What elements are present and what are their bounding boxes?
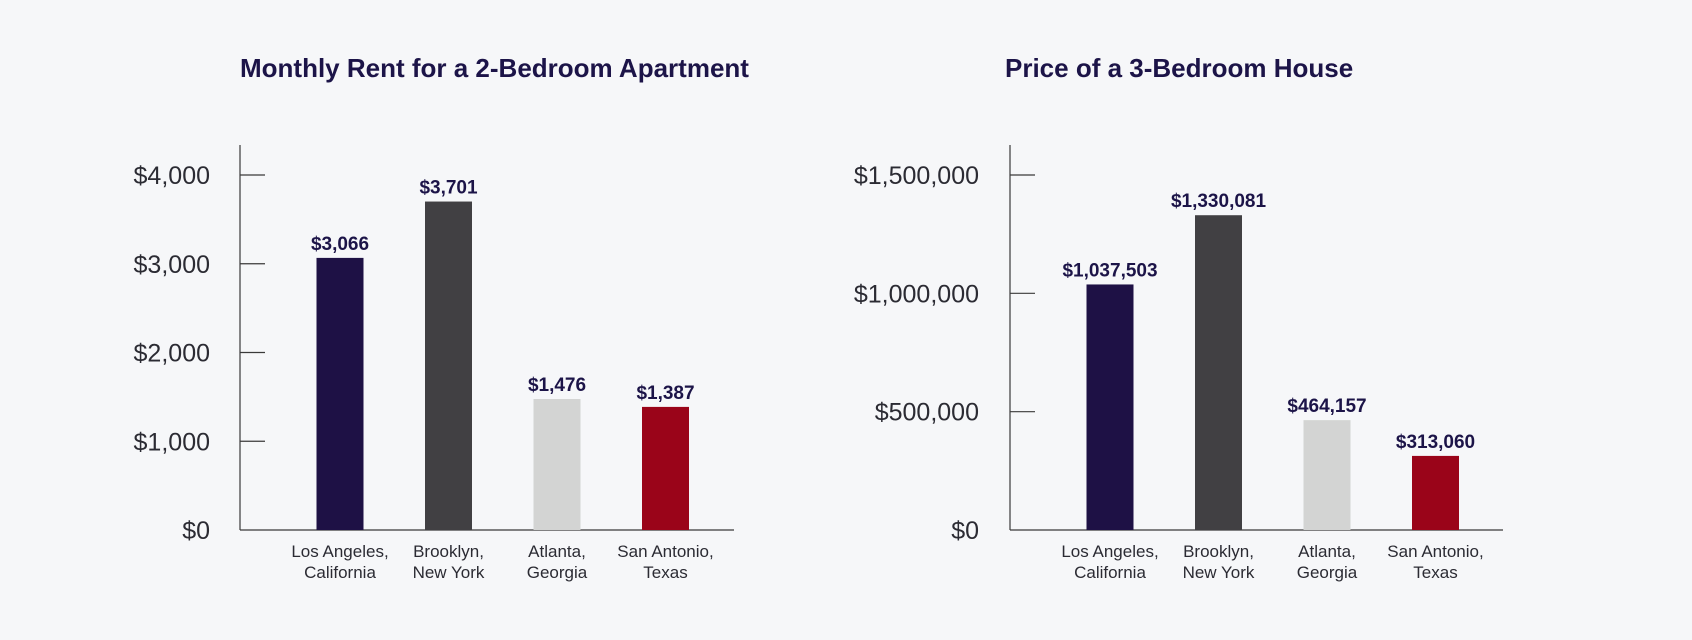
house-category-label: Brooklyn,	[1183, 542, 1254, 561]
house-data-label: $1,037,503	[1062, 260, 1157, 281]
rent-bar	[316, 257, 364, 530]
rent-data-label: $1,476	[528, 375, 586, 396]
house-category-label: California	[1074, 563, 1146, 582]
chart-title-house-price: Price of a 3-Bedroom House	[1005, 53, 1353, 83]
rent-category-label: Brooklyn,	[413, 542, 484, 561]
house-category-label: Georgia	[1297, 563, 1358, 582]
rent-category-label: San Antonio,	[617, 542, 713, 561]
rent-data-label: $3,701	[419, 178, 478, 199]
rent-y-tick-label: $0	[182, 517, 210, 545]
house-y-tick-label: $1,000,000	[854, 280, 979, 308]
rent-category-label: Georgia	[527, 563, 588, 582]
house-bar	[1303, 420, 1351, 530]
house-category-label: New York	[1183, 563, 1255, 582]
house-bar	[1412, 455, 1459, 530]
rent-data-label: $1,387	[636, 383, 694, 404]
rent-y-tick-label: $1,000	[134, 428, 210, 456]
house-y-tick-label: $500,000	[875, 399, 979, 427]
house-bar	[1195, 215, 1242, 530]
rent-category-label: Los Angeles,	[291, 542, 388, 561]
rent-category-label: New York	[413, 563, 485, 582]
rent-y-tick-label: $4,000	[134, 162, 210, 190]
chart-title-rent: Monthly Rent for a 2-Bedroom Apartment	[240, 53, 749, 83]
house-category-label: Los Angeles,	[1061, 542, 1158, 561]
house-y-tick-label: $0	[951, 517, 979, 545]
rent-y-tick-label: $3,000	[134, 251, 210, 279]
rent-category-label: Atlanta,	[528, 542, 586, 561]
rent-data-label: $3,066	[311, 234, 369, 255]
rent-bar-chart: $0 $1,000 $2,000 $3,000 $4,000 $3,066 Los Ange…	[134, 145, 734, 582]
rent-bar	[425, 201, 472, 530]
house-category-label: Texas	[1413, 563, 1457, 582]
house-data-label: $464,157	[1287, 396, 1366, 417]
house-price-bar-chart: $0 $500,000 $1,000,000 $1,500,000 $1,037,503…	[854, 145, 1503, 582]
rent-category-label: Texas	[643, 563, 687, 582]
rent-bar	[533, 399, 581, 530]
house-category-label: Atlanta,	[1298, 542, 1356, 561]
house-category-label: San Antonio,	[1387, 542, 1483, 561]
house-bar	[1086, 284, 1134, 530]
rent-category-label: California	[304, 563, 376, 582]
rent-bar	[642, 406, 689, 530]
house-data-label: $1,330,081	[1171, 191, 1267, 212]
rent-y-tick-label: $2,000	[134, 340, 210, 368]
house-data-label: $313,060	[1396, 432, 1475, 453]
house-y-tick-label: $1,500,000	[854, 162, 979, 190]
